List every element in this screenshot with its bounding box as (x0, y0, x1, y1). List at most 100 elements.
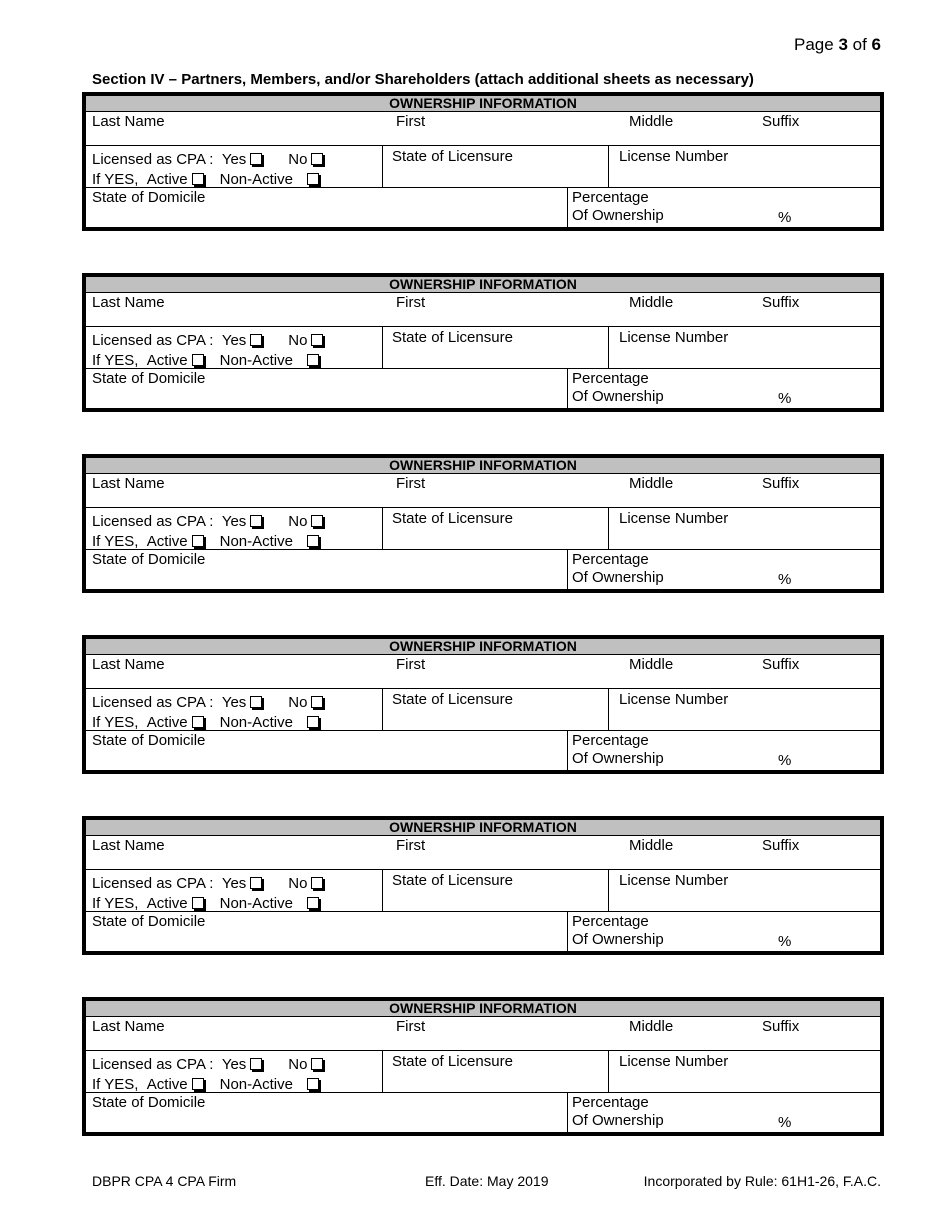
state-of-licensure-field[interactable]: State of Licensure (392, 1053, 513, 1070)
non-active-checkbox[interactable] (306, 716, 319, 728)
non-active-label: Non-Active (219, 171, 293, 188)
active-checkbox[interactable] (191, 173, 204, 185)
no-checkbox[interactable] (311, 153, 324, 165)
ownership-percentage-field[interactable]: Of Ownership (572, 207, 664, 224)
state-of-domicile-field[interactable]: State of Domicile (92, 189, 206, 206)
first-name-field[interactable]: First (396, 837, 426, 854)
license-number-field[interactable]: License Number (619, 1053, 729, 1070)
page-prefix: Page (794, 35, 839, 54)
state-of-domicile-field[interactable]: State of Domicile (92, 1094, 206, 1111)
yes-label: Yes (221, 1056, 247, 1073)
non-active-checkbox[interactable] (306, 1078, 319, 1090)
yes-checkbox[interactable] (250, 1058, 263, 1070)
suffix-field[interactable]: Suffix (762, 1018, 800, 1035)
yes-checkbox[interactable] (250, 153, 263, 165)
non-active-checkbox[interactable] (306, 535, 319, 547)
ownership-block: OWNERSHIP INFORMATION Last Name First Mi… (82, 816, 884, 955)
state-of-licensure-field[interactable]: State of Licensure (392, 691, 513, 708)
no-checkbox[interactable] (311, 515, 324, 527)
last-name-field[interactable]: Last Name (92, 475, 165, 492)
suffix-field[interactable]: Suffix (762, 837, 800, 854)
ownership-percentage-field[interactable]: Of Ownership (572, 931, 664, 948)
ownership-header: OWNERSHIP INFORMATION (86, 277, 880, 293)
yes-checkbox[interactable] (250, 515, 263, 527)
ownership-block: OWNERSHIP INFORMATION Last Name First Mi… (82, 997, 884, 1136)
last-name-field[interactable]: Last Name (92, 837, 165, 854)
licensed-label: Licensed as CPA : (92, 151, 214, 168)
no-checkbox[interactable] (311, 1058, 324, 1070)
no-checkbox[interactable] (311, 877, 324, 889)
ownership-header: OWNERSHIP INFORMATION (86, 96, 880, 112)
no-checkbox[interactable] (311, 334, 324, 346)
ownership-block: OWNERSHIP INFORMATION Last Name First Mi… (82, 454, 884, 593)
active-label: Active (146, 714, 188, 731)
state-of-domicile-field[interactable]: State of Domicile (92, 551, 206, 568)
state-of-licensure-field[interactable]: State of Licensure (392, 148, 513, 165)
first-name-field[interactable]: First (396, 113, 426, 130)
middle-name-field[interactable]: Middle (629, 475, 674, 492)
if-yes-label: If YES, (92, 1076, 139, 1093)
yes-checkbox[interactable] (250, 877, 263, 889)
page-of: of (847, 35, 872, 54)
non-active-checkbox[interactable] (306, 173, 319, 185)
active-checkbox[interactable] (191, 897, 204, 909)
active-checkbox[interactable] (191, 354, 204, 366)
middle-name-field[interactable]: Middle (629, 656, 674, 673)
suffix-field[interactable]: Suffix (762, 294, 800, 311)
license-number-field[interactable]: License Number (619, 510, 729, 527)
middle-name-field[interactable]: Middle (629, 113, 674, 130)
last-name-field[interactable]: Last Name (92, 294, 165, 311)
ownership-percentage-field[interactable]: Of Ownership (572, 569, 664, 586)
status-row: If YES, Active Non-Active (92, 352, 319, 369)
non-active-checkbox[interactable] (306, 897, 319, 909)
licensed-cpa-row: Licensed as CPA : Yes No (92, 694, 324, 711)
middle-name-field[interactable]: Middle (629, 294, 674, 311)
active-checkbox[interactable] (191, 535, 204, 547)
licensed-label: Licensed as CPA : (92, 694, 214, 711)
last-name-field[interactable]: Last Name (92, 113, 165, 130)
ownership-percentage-field[interactable]: Of Ownership (572, 1112, 664, 1129)
suffix-field[interactable]: Suffix (762, 113, 800, 130)
yes-label: Yes (221, 151, 247, 168)
first-name-field[interactable]: First (396, 1018, 426, 1035)
license-number-field[interactable]: License Number (619, 872, 729, 889)
state-of-licensure-field[interactable]: State of Licensure (392, 510, 513, 527)
state-of-domicile-field[interactable]: State of Domicile (92, 913, 206, 930)
no-label: No (288, 513, 308, 530)
ownership-percentage-field[interactable]: Of Ownership (572, 750, 664, 767)
yes-checkbox[interactable] (250, 696, 263, 708)
percentage-label: Percentage (572, 1094, 649, 1111)
state-of-domicile-field[interactable]: State of Domicile (92, 732, 206, 749)
middle-name-field[interactable]: Middle (629, 837, 674, 854)
active-checkbox[interactable] (191, 716, 204, 728)
active-checkbox[interactable] (191, 1078, 204, 1090)
ownership-block: OWNERSHIP INFORMATION Last Name First Mi… (82, 273, 884, 412)
middle-name-field[interactable]: Middle (629, 1018, 674, 1035)
last-name-field[interactable]: Last Name (92, 656, 165, 673)
no-checkbox[interactable] (311, 696, 324, 708)
no-label: No (288, 1056, 308, 1073)
suffix-field[interactable]: Suffix (762, 656, 800, 673)
non-active-label: Non-Active (219, 895, 293, 912)
active-label: Active (146, 895, 188, 912)
licensed-cpa-row: Licensed as CPA : Yes No (92, 513, 324, 530)
non-active-checkbox[interactable] (306, 354, 319, 366)
ownership-percentage-field[interactable]: Of Ownership (572, 388, 664, 405)
license-number-field[interactable]: License Number (619, 329, 729, 346)
yes-checkbox[interactable] (250, 334, 263, 346)
first-name-field[interactable]: First (396, 656, 426, 673)
first-name-field[interactable]: First (396, 294, 426, 311)
yes-label: Yes (221, 694, 247, 711)
state-of-licensure-field[interactable]: State of Licensure (392, 329, 513, 346)
license-number-field[interactable]: License Number (619, 691, 729, 708)
suffix-field[interactable]: Suffix (762, 475, 800, 492)
licensed-label: Licensed as CPA : (92, 513, 214, 530)
yes-label: Yes (221, 875, 247, 892)
state-of-licensure-field[interactable]: State of Licensure (392, 872, 513, 889)
first-name-field[interactable]: First (396, 475, 426, 492)
license-number-field[interactable]: License Number (619, 148, 729, 165)
percentage-label: Percentage (572, 913, 649, 930)
state-of-domicile-field[interactable]: State of Domicile (92, 370, 206, 387)
last-name-field[interactable]: Last Name (92, 1018, 165, 1035)
